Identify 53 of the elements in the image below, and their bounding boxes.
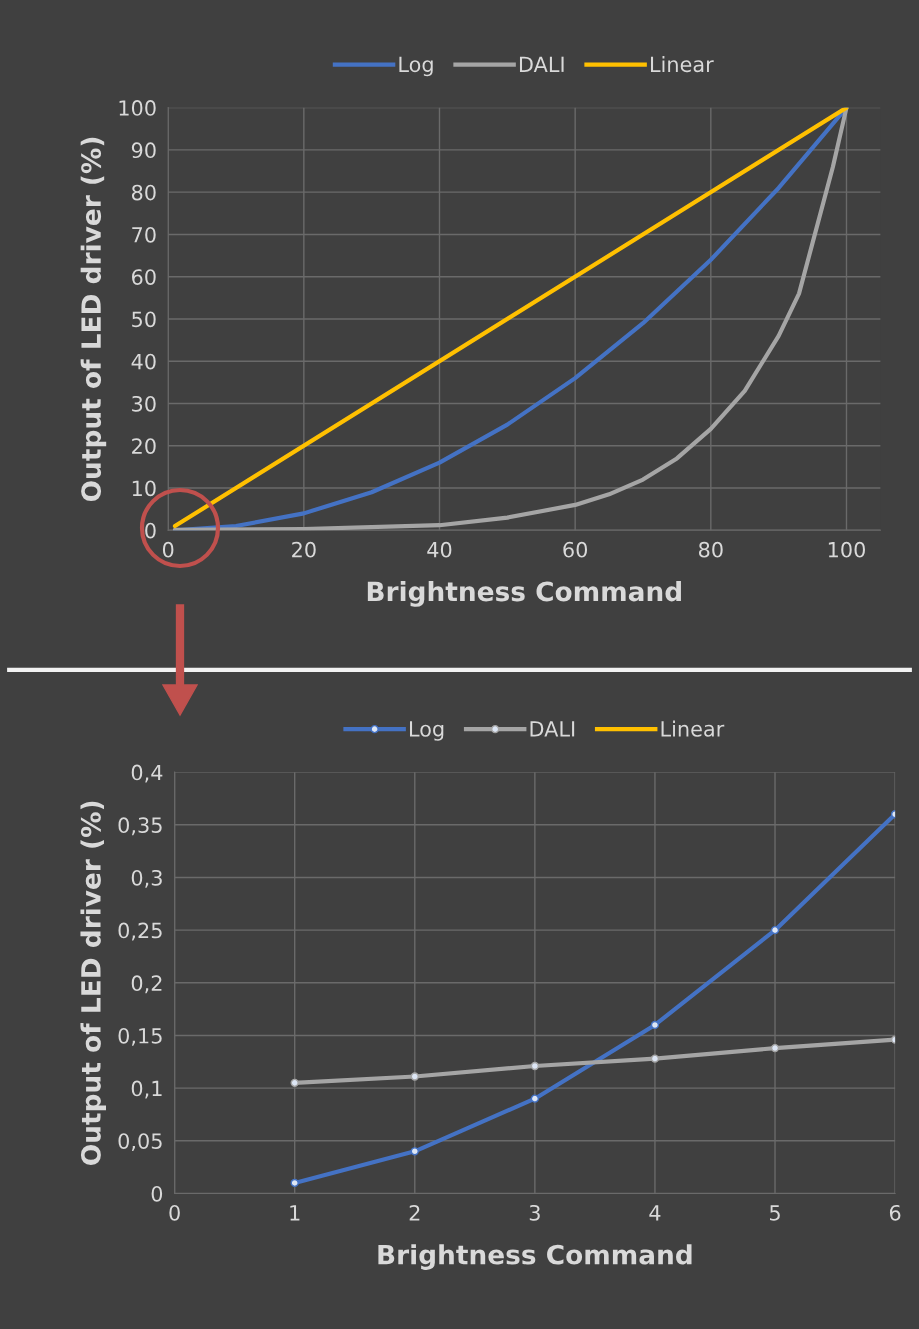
x-tick-label: 5	[770, 1205, 780, 1221]
point	[290, 1178, 299, 1188]
x-tick-label: 1	[290, 1205, 300, 1221]
point	[530, 1094, 540, 1103]
y-tick-label: 10	[132, 480, 156, 497]
legend-label: Log	[399, 56, 433, 77]
y-tick-label: 0,35	[118, 817, 162, 836]
x-tick-label: 20	[292, 541, 316, 558]
legend-label: DALI	[530, 721, 575, 737]
point	[410, 1147, 419, 1156]
y-tick-label: 0,15	[118, 1027, 162, 1046]
x-tick-label: 80	[698, 541, 723, 558]
x-tick-label: 2	[409, 1204, 420, 1221]
y-tick-label: 50	[132, 311, 156, 328]
point	[770, 1043, 780, 1053]
y-tick-label: 0,3	[131, 869, 162, 888]
x-tick-label: 100	[828, 541, 865, 558]
point	[530, 1061, 540, 1071]
x-axis-title: Brightness Command	[367, 580, 681, 607]
y-tick-label: 40	[131, 353, 156, 370]
point	[290, 1078, 299, 1088]
point	[650, 1020, 660, 1030]
point	[410, 1072, 419, 1081]
y-tick-label: 30	[132, 395, 156, 412]
point	[770, 925, 780, 935]
y-tick-label: 0,05	[118, 1133, 162, 1152]
x-tick-label: 4	[649, 1205, 661, 1221]
y-tick-label: 100	[119, 100, 156, 116]
x-tick-label: 60	[563, 541, 588, 558]
y-tick-label: 0,4	[131, 764, 163, 783]
y-tick-label: 0,1	[131, 1080, 162, 1099]
y-tick-label: 60	[132, 269, 156, 285]
y-tick-label: 0,2	[131, 975, 162, 994]
x-tick-label: 40	[427, 541, 452, 558]
y-tick-label: 70	[132, 226, 156, 243]
y-axis-title: Output of LED driver (%)	[80, 801, 106, 1165]
x-tick-label: 3	[529, 1204, 540, 1221]
y-tick-label: 90	[131, 142, 156, 159]
y-tick-label: 0,25	[118, 922, 162, 941]
y-tick-label: 80	[131, 184, 156, 201]
x-tick-label: 6	[889, 1204, 901, 1221]
y-tick-label: 0	[151, 1185, 163, 1202]
y-tick-label: 0	[145, 522, 156, 539]
legend-label: Linear	[650, 56, 714, 73]
y-axis-title: Output of LED driver (%)	[80, 137, 107, 502]
x-tick-label: 0	[169, 1204, 180, 1221]
legend-label: Log	[409, 721, 444, 741]
y-tick-label: 20	[132, 438, 156, 454]
legend-label: DALI	[519, 56, 564, 72]
x-axis-title: Brightness Command	[378, 1244, 692, 1270]
legend-label: Linear	[661, 720, 725, 737]
x-tick-label: 0	[162, 541, 174, 558]
point	[650, 1054, 660, 1063]
